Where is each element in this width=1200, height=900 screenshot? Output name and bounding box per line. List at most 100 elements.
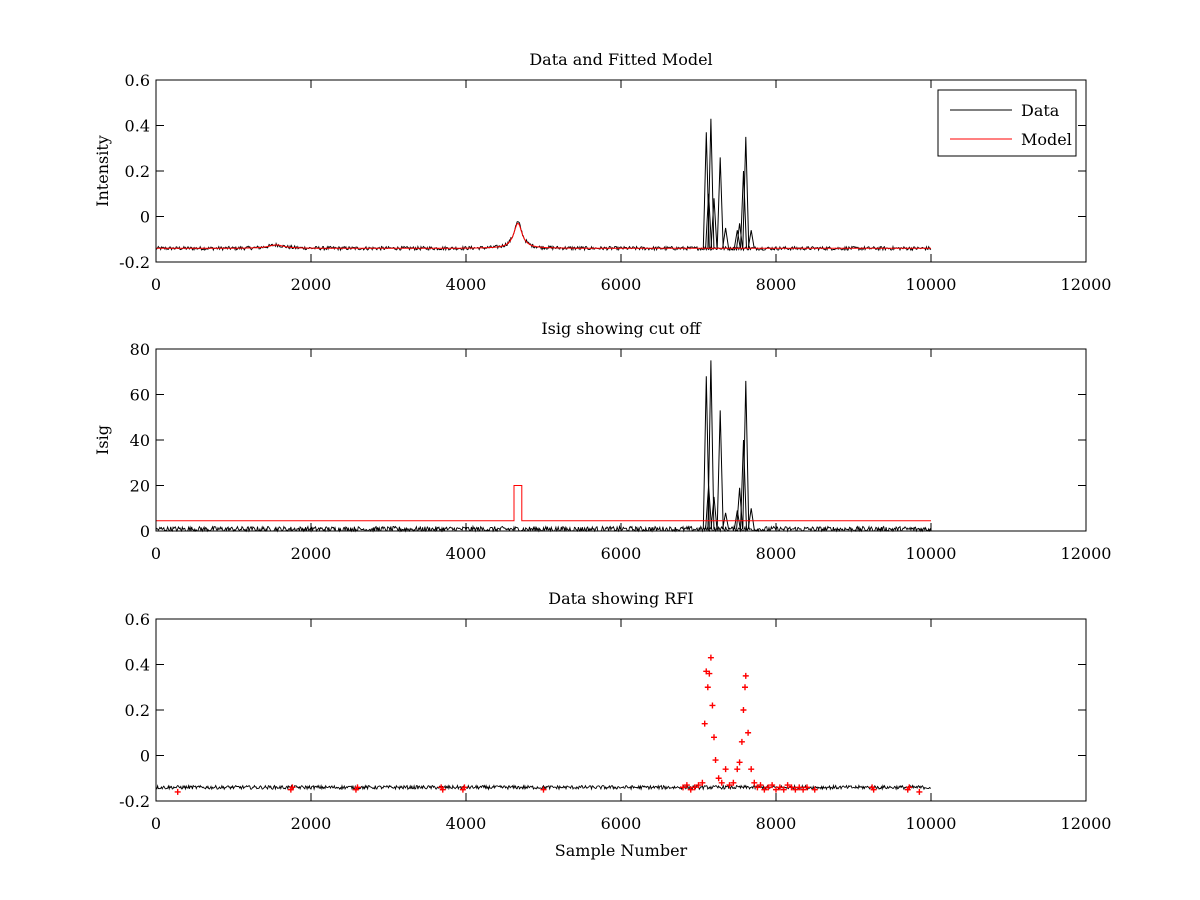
x-tick-label: 10000	[906, 275, 957, 294]
plot-area	[156, 80, 1086, 262]
series-line-model	[156, 222, 931, 249]
spike-mark	[740, 170, 747, 249]
spike-mark	[702, 376, 710, 530]
rfi-point	[683, 782, 690, 789]
spike-mark	[740, 439, 747, 530]
x-tick-label: 12000	[1061, 544, 1112, 563]
rfi-point	[780, 786, 787, 793]
rfi-point	[701, 720, 708, 727]
spike-mark	[742, 136, 750, 249]
y-tick-label: 0.6	[125, 610, 150, 629]
plot-area	[156, 619, 1086, 801]
rfi-point	[811, 786, 818, 793]
rfi-point	[906, 784, 913, 791]
rfi-point	[796, 784, 803, 791]
rfi-point	[711, 734, 717, 741]
spike-mark	[707, 118, 715, 249]
rfi-point	[804, 784, 810, 791]
chart-title: Data and Fitted Model	[529, 50, 712, 69]
x-axis-label: Sample Number	[555, 841, 688, 860]
rfi-point	[540, 786, 547, 793]
x-tick-label: 12000	[1061, 814, 1112, 833]
legend-label: Model	[1021, 130, 1072, 149]
rfi-point	[734, 766, 741, 773]
spike-mark	[716, 410, 724, 530]
rfi-point	[691, 784, 698, 791]
y-axis-label: Isig	[93, 425, 112, 455]
spike-mark	[707, 360, 715, 530]
y-tick-label: 40	[130, 431, 150, 450]
rfi-point	[751, 779, 758, 786]
y-tick-label: 80	[130, 340, 150, 359]
rfi-point	[761, 786, 768, 793]
rfi-point	[715, 775, 722, 782]
x-tick-label: 0	[151, 544, 161, 563]
rfi-point	[870, 786, 877, 793]
rfi-point	[742, 672, 749, 679]
x-tick-label: 10000	[906, 814, 957, 833]
x-tick-label: 8000	[756, 544, 797, 563]
rfi-point	[439, 786, 446, 793]
spike-mark	[722, 512, 730, 530]
rfi-point	[703, 668, 710, 675]
rfi-point	[712, 757, 719, 764]
x-tick-label: 4000	[446, 275, 487, 294]
y-tick-label: 0	[140, 208, 150, 227]
x-tick-label: 6000	[601, 814, 642, 833]
y-tick-label: 0	[140, 747, 150, 766]
chart-panel-2: Isig showing cut off 0 2000 4000 6000 8000 100…	[93, 319, 1111, 563]
spike-mark	[733, 230, 741, 249]
spike-mark	[722, 227, 730, 249]
rfi-point	[699, 779, 706, 786]
rfi-point	[726, 782, 733, 789]
legend-label: Data	[1021, 101, 1060, 120]
x-tick-label: 8000	[756, 275, 797, 294]
x-tick-label: 2000	[291, 544, 332, 563]
plot-area	[156, 349, 1086, 531]
rfi-point	[776, 784, 783, 791]
rfi-point	[680, 784, 686, 791]
rfi-point	[174, 788, 181, 795]
rfi-point	[461, 784, 468, 791]
rfi-point	[754, 784, 761, 791]
rfi-point	[757, 782, 764, 789]
rfi-point	[773, 786, 779, 793]
rfi-point	[687, 786, 694, 793]
x-tick-label: 8000	[756, 814, 797, 833]
series-line-cut-off	[156, 485, 931, 522]
x-tick-label: 6000	[601, 275, 642, 294]
legend-box	[937, 89, 1077, 157]
rfi-point	[354, 784, 361, 791]
rfi-point	[792, 786, 799, 793]
rfi-point	[707, 654, 714, 661]
spike-mark	[710, 496, 718, 530]
rfi-point	[769, 782, 776, 789]
x-tick-label: 12000	[1061, 275, 1112, 294]
rfi-point	[788, 784, 795, 791]
y-tick-label: 0.4	[125, 117, 150, 136]
x-tick-label: 0	[151, 275, 161, 294]
chart-panel-3: Data showing RFI 0 2000 4000 6000 8000 10000 12…	[119, 589, 1111, 860]
rfi-point	[740, 707, 747, 713]
spike-mark	[742, 380, 750, 530]
x-tick-label: 2000	[291, 275, 332, 294]
spike-mark	[747, 230, 755, 249]
y-tick-label: -0.2	[119, 253, 150, 272]
rfi-point	[709, 702, 716, 709]
rfi-point	[738, 738, 745, 745]
rfi-point	[742, 684, 748, 691]
spike-mark	[705, 193, 713, 249]
rfi-point	[722, 766, 729, 773]
rfi-point	[289, 784, 296, 791]
y-axis-label: Intensity	[93, 135, 112, 207]
chart-title: Data showing RFI	[548, 589, 693, 608]
rfi-point	[784, 782, 791, 789]
spike-mark	[710, 198, 718, 249]
spike-group	[702, 118, 755, 249]
y-tick-label: 0.2	[125, 162, 150, 181]
rfi-point	[765, 784, 772, 791]
rfi-point	[706, 670, 713, 677]
y-tick-label: 0.4	[125, 656, 150, 675]
spike-mark	[736, 487, 744, 530]
